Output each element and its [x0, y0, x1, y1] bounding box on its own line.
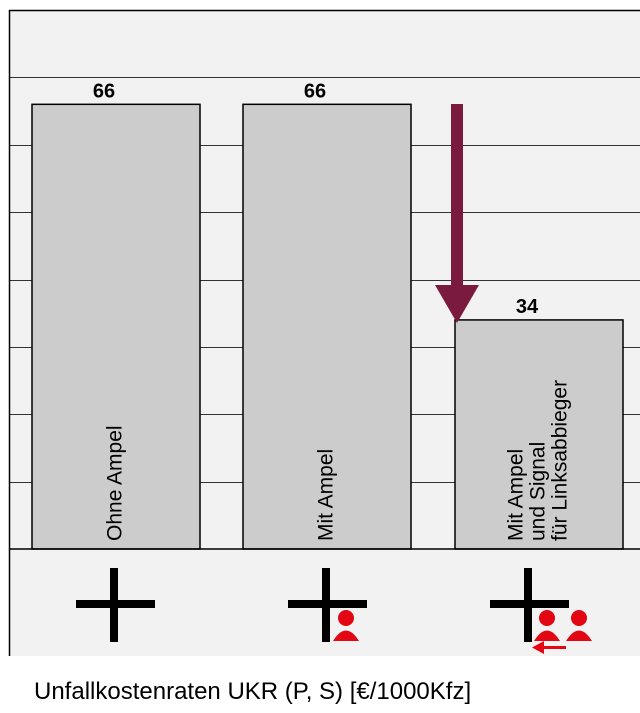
x-axis-title: Unfallkostenraten UKR (P, S) [€/1000Kfz]: [34, 678, 472, 705]
left-arrow-icon: [532, 641, 566, 654]
data-label: 66: [93, 80, 115, 102]
pedestrian-icon: [333, 610, 359, 641]
bar: [454, 319, 624, 550]
category-label: für Linksabbieger: [549, 380, 572, 541]
intersection-cross-icon: [76, 568, 155, 642]
category-label: Mit Ampel: [505, 449, 528, 541]
bar: [31, 103, 201, 550]
highlight-arrow-icon: [435, 104, 479, 323]
category-icons: [76, 568, 592, 654]
data-label: 66: [304, 80, 326, 102]
pedestrian-icon: [566, 610, 592, 641]
category-label: Mit Ampel: [315, 449, 338, 541]
intersection-pedestrian-signal-icon: [288, 568, 367, 642]
data-label: 34: [516, 296, 539, 318]
pedestrian-icon: [534, 610, 560, 641]
category-label: Ohne Ampel: [104, 425, 127, 541]
intersection-left-turn-signal-icon: [490, 568, 592, 654]
bar: [242, 103, 412, 550]
category-label: und Signal: [527, 442, 550, 541]
